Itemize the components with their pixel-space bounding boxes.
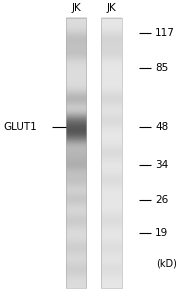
- Bar: [101, 18, 122, 288]
- Text: 34: 34: [155, 160, 168, 170]
- Text: GLUT1: GLUT1: [3, 122, 37, 132]
- Text: 117: 117: [155, 28, 175, 38]
- Text: JK: JK: [71, 3, 81, 13]
- Text: JK: JK: [107, 3, 117, 13]
- Bar: [66, 18, 86, 288]
- Text: 26: 26: [155, 195, 168, 205]
- Text: 19: 19: [155, 227, 168, 238]
- Text: 48: 48: [155, 122, 168, 132]
- Text: 85: 85: [155, 63, 168, 73]
- Text: (kD): (kD): [156, 258, 177, 268]
